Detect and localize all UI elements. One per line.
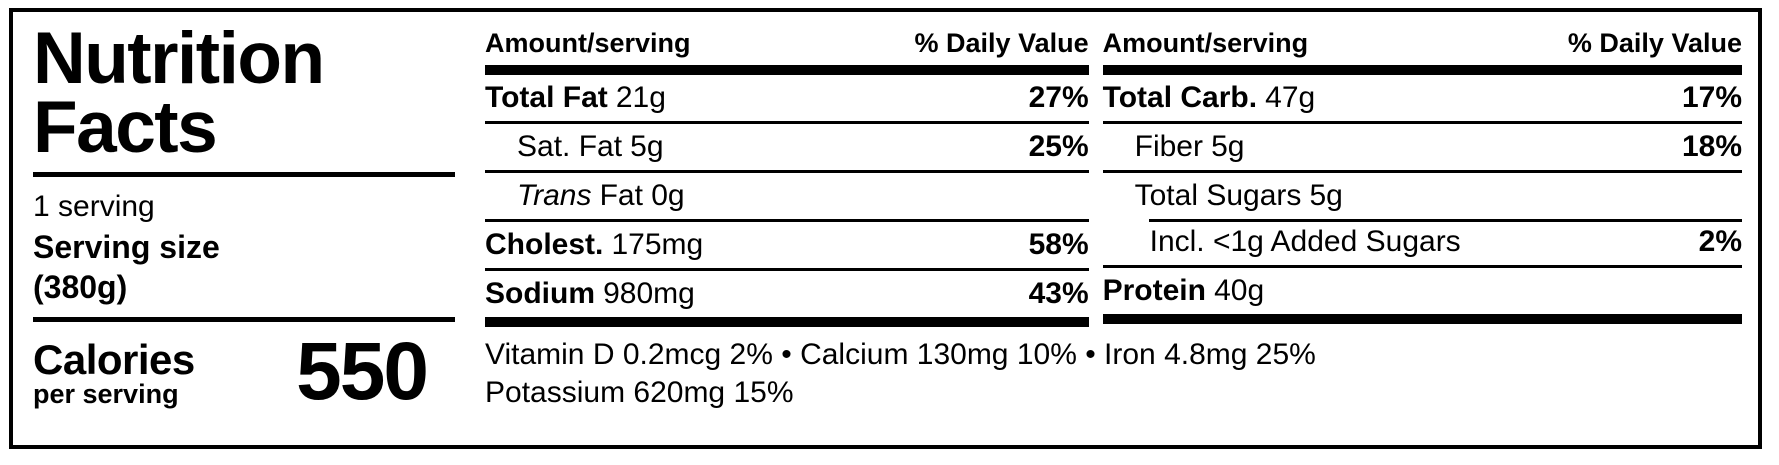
column-header-amount: Amount/serving	[485, 28, 691, 58]
divider	[33, 317, 455, 322]
nutrient-row-added-sugars: Incl. <1g Added Sugars 2%	[1103, 219, 1743, 265]
nutrient-name: Protein	[1102, 274, 1206, 307]
serving-size-label: Serving size	[33, 229, 220, 265]
nutrient-row-sodium: Sodium 980mg 43%	[485, 268, 1089, 317]
nutrient-name: Trans	[517, 179, 592, 212]
thick-divider	[1102, 314, 1742, 324]
nutrient-name: Fiber	[1134, 130, 1203, 163]
nutrient-amount: Fat 0g	[599, 179, 685, 212]
nutrient-amount: 40g	[1214, 274, 1265, 307]
nutrient-name: Total Fat	[485, 81, 608, 114]
nutrient-daily-value: 17%	[1681, 81, 1742, 114]
column-header-daily-value: % Daily Value	[914, 28, 1089, 58]
nutrient-daily-value: 43%	[1028, 277, 1089, 310]
nutrient-amount: 47g	[1265, 81, 1316, 114]
nutrient-daily-value: 18%	[1681, 130, 1742, 163]
calories-label: Calories	[33, 336, 195, 383]
column-header-amount: Amount/serving	[1102, 28, 1309, 58]
nutrient-row-fiber: Fiber 5g 18%	[1102, 121, 1742, 170]
nutrition-facts-label: Nutrition Facts 1 serving Serving size (…	[9, 8, 1762, 449]
nutrient-row-total-fat: Total Fat 21g 27%	[485, 75, 1089, 121]
page-title: Nutrition Facts	[33, 18, 325, 168]
nutrient-amount: 175mg	[611, 228, 704, 261]
column-header: Amount/serving % Daily Value	[1103, 16, 1742, 65]
nutrient-area: Amount/serving % Daily Value Total Fat 21…	[485, 16, 1743, 441]
nutrient-daily-value: 2%	[1698, 225, 1742, 258]
nutrient-name: Total Sugars	[1134, 179, 1302, 212]
micronutrient-footnote: Vitamin D 0.2mcg 2% • Calcium 130mg 10% …	[485, 327, 1742, 412]
calories-value: 550	[296, 326, 429, 417]
column-header: Amount/serving % Daily Value	[485, 16, 1089, 65]
nutrient-name: Cholest.	[485, 228, 604, 261]
calories-row: Calories per serving 550	[33, 326, 455, 417]
nutrient-daily-value: 58%	[1028, 228, 1089, 261]
divider	[33, 172, 455, 177]
serving-size-value: (380g)	[33, 269, 128, 305]
thick-divider	[1102, 65, 1742, 75]
nutrient-amount: 21g	[615, 81, 666, 114]
nutrient-row-protein: Protein 40g	[1102, 265, 1742, 314]
nutrient-daily-value: 27%	[1028, 81, 1089, 114]
calories-sublabel: per serving	[33, 379, 179, 409]
left-panel: Nutrition Facts 1 serving Serving size (…	[33, 16, 455, 441]
thick-divider	[485, 317, 1089, 327]
nutrient-column-left: Amount/serving % Daily Value Total Fat 21…	[485, 16, 1089, 327]
nutrient-row-trans-fat: Trans Fat 0g	[485, 170, 1089, 219]
nutrient-row-total-carb: Total Carb. 47g 17%	[1103, 75, 1742, 121]
nutrient-row-total-sugars: Total Sugars 5g	[1102, 170, 1742, 219]
nutrient-name: Incl. <1g Added Sugars	[1149, 225, 1461, 258]
nutrient-amount: 5g	[630, 130, 664, 163]
thick-divider	[485, 65, 1089, 75]
serving-count: 1 serving	[33, 190, 155, 223]
column-header-daily-value: % Daily Value	[1567, 28, 1742, 58]
footnote-line-1: Vitamin D 0.2mcg 2% • Calcium 130mg 10% …	[485, 338, 1316, 371]
nutrient-amount: 5g	[1309, 179, 1343, 212]
nutrient-name: Sodium	[485, 277, 595, 310]
calories-words: Calories per serving	[33, 334, 195, 409]
nutrient-daily-value: 25%	[1028, 130, 1089, 163]
footnote-line-2: Potassium 620mg 15%	[485, 376, 794, 409]
nutrient-amount: 5g	[1211, 130, 1245, 163]
nutrient-column-right: Amount/serving % Daily Value Total Carb.…	[1102, 16, 1743, 327]
nutrient-row-cholesterol: Cholest. 175mg 58%	[485, 219, 1089, 268]
nutrient-row-sat-fat: Sat. Fat 5g 25%	[485, 121, 1089, 170]
nutrient-name: Sat. Fat	[517, 130, 623, 163]
nutrient-name: Total Carb.	[1102, 81, 1258, 114]
nutrient-columns: Amount/serving % Daily Value Total Fat 21…	[485, 16, 1743, 327]
serving-block: 1 serving Serving size (380g)	[33, 177, 455, 317]
nutrient-amount: 980mg	[603, 277, 695, 310]
